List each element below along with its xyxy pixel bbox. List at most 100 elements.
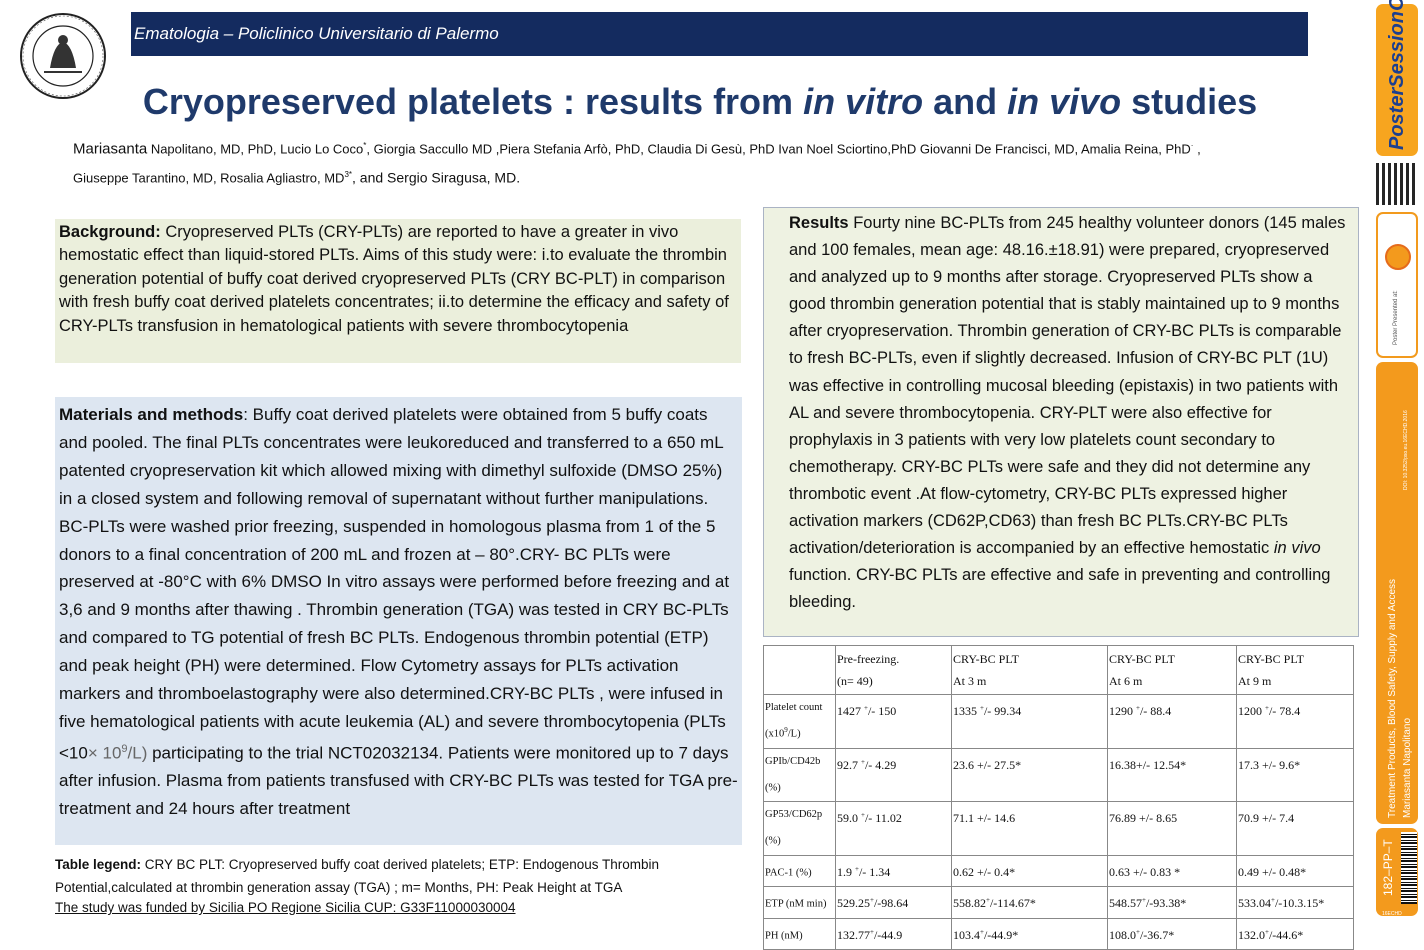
results-text: function. CRY-BC PLTs are effective and … xyxy=(789,566,1331,612)
event-code-label: 16ECHD xyxy=(1382,911,1402,917)
table-cell: 1.9 +/- 1.34 xyxy=(835,854,952,887)
cell-value: 1290 xyxy=(1109,704,1136,718)
table-legend: Table legend: CRY BC PLT: Cryopreserved … xyxy=(55,853,745,899)
header-line-1: CRY-BC PLT xyxy=(1109,652,1175,666)
cell-value: 103.4 xyxy=(953,927,980,942)
cell-value: 92.7 xyxy=(837,757,861,772)
cell-value: 71.1 +/- 14.6 xyxy=(953,811,1016,825)
cell-superscript: + xyxy=(864,704,868,712)
title-text: Cryopreserved platelets : results from xyxy=(142,81,804,122)
row-label: PAC-1 (%) xyxy=(763,854,836,887)
cell-deviation: /- 150 xyxy=(867,704,897,718)
authors-line-1: Mariasanta Napolitano, MD, PhD, Lucio Lo… xyxy=(73,137,1201,158)
cell-value: 17.3 +/- 9.6* xyxy=(1238,757,1301,772)
background-text: Cryopreserved PLTs (CRY-PLTs) are report… xyxy=(59,223,729,335)
cell-value: 23.6 +/- 27.5* xyxy=(953,757,1022,772)
cell-superscript: + xyxy=(1142,896,1146,904)
topic-label: Treatment Products, Blood Safety, Supply… xyxy=(1387,578,1398,818)
table-cell: 23.6 +/- 27.5* xyxy=(951,747,1108,802)
row-label-part: 9 xyxy=(784,726,788,734)
table-cell: 108.0+/-36.7* xyxy=(1107,917,1237,950)
title-text-studies: studies xyxy=(1121,81,1258,122)
cell-value: 1335 xyxy=(953,704,980,718)
cell-deviation: /- 78.4 xyxy=(1268,704,1301,718)
cell-value: 0.63 +/- 0.83 * xyxy=(1109,864,1181,879)
table-header-cell: Pre-freezing. (n= 49) xyxy=(835,645,952,695)
methods-text-unit: /L) xyxy=(127,743,148,763)
qr-code[interactable] xyxy=(1376,163,1418,205)
header-line-2: At 3 m xyxy=(953,674,987,688)
presenter-name-label: Mariasanta Napolitano xyxy=(1402,717,1413,818)
row-label: Platelet count (x109/L) xyxy=(763,694,836,749)
cell-value: 16.38+/- 12.54* xyxy=(1109,757,1187,772)
cell-superscript: + xyxy=(861,757,865,766)
authors-text: , Giorgia Saccullo MD ,Piera Stefania Ar… xyxy=(366,141,1191,157)
title-italic-in-vivo: in vivo xyxy=(1007,81,1122,122)
cell-superscript: + xyxy=(1271,896,1275,904)
author-affiliation-mark: · xyxy=(1190,141,1194,150)
methods-text-unit: × 10 xyxy=(87,743,122,763)
cell-superscript: + xyxy=(870,896,874,904)
header-line-2: (n= 49) xyxy=(837,674,873,688)
first-author-given-name: Mariasanta xyxy=(73,140,148,158)
cell-deviation: /- 88.4 xyxy=(1139,704,1172,718)
row-label-part: /L) xyxy=(787,728,801,740)
cell-value: 59.0 xyxy=(837,811,861,825)
congress-logo-icon xyxy=(1385,244,1411,270)
table-cell: 0.49 +/- 0.48* xyxy=(1236,854,1354,887)
cell-deviation: /-93.38* xyxy=(1145,896,1187,910)
legend-heading: Table legend: xyxy=(55,857,142,872)
results-heading: Results xyxy=(789,214,849,232)
table-cell: 17.3 +/- 9.6* xyxy=(1236,747,1354,802)
cell-value: 558.82 xyxy=(953,896,986,910)
row-label-part: ETP (nM min) xyxy=(765,898,827,910)
methods-text-exponent: 9 xyxy=(121,742,128,755)
barcode-icon xyxy=(1401,832,1417,904)
row-label: ETP (nM min) xyxy=(763,886,836,919)
cell-deviation: /-10.3.15* xyxy=(1274,896,1325,910)
cell-superscript: + xyxy=(1265,704,1269,712)
table-cell: 132.77+/-44.9 xyxy=(835,917,952,950)
cell-deviation: /- 4.29 xyxy=(864,757,897,772)
table-cell: 59.0 +/- 11.02 xyxy=(835,801,952,856)
row-label: GP53/CD62p (%) xyxy=(763,801,836,856)
cell-superscript: + xyxy=(1136,704,1140,712)
header-line-2: At 6 m xyxy=(1109,674,1143,688)
table-cell: 16.38+/- 12.54* xyxy=(1107,747,1237,802)
table-row: PH (nM) 132.77+/-44.9 103.4+/-44.9* 108.0+/… xyxy=(763,917,1354,950)
authors-text: , and Sergio Siragusa, MD. xyxy=(352,169,521,186)
poster-title: Cryopreserved platelets : results from i… xyxy=(0,78,1400,126)
table-cell: 76.89 +/- 8.65 xyxy=(1107,801,1237,856)
presented-at-label: Poster Presented at: xyxy=(1393,290,1399,345)
header-line-2: At 9 m xyxy=(1238,674,1272,688)
results-section: Results Fourty nine BC-PLTs from 245 hea… xyxy=(763,207,1359,637)
table-cell: 71.1 +/- 14.6 xyxy=(951,801,1108,856)
cell-value: 529.25 xyxy=(837,896,870,910)
cell-value: 1.9 xyxy=(837,864,855,879)
row-label-part: GPIb/CD42b (%) xyxy=(765,755,821,794)
cell-deviation: /-114.67* xyxy=(989,896,1036,910)
cell-superscript: + xyxy=(986,896,990,904)
table-row: GPIb/CD42b (%) 92.7 +/- 4.29 23.6 +/- 27.5… xyxy=(763,747,1354,802)
sidebar-info-panel xyxy=(1376,362,1418,824)
row-label-part: GP53/CD62p (%) xyxy=(765,809,823,847)
cell-value: 132.0 xyxy=(1238,927,1265,942)
results-table: Pre-freezing. (n= 49) CRY-BC PLT At 3 m CRY-… xyxy=(763,645,1354,950)
sidebar-brand-panel[interactable] xyxy=(1376,4,1418,156)
legend-text: CRY BC PLT: Cryopreserved buffy coat der… xyxy=(55,857,660,895)
table-cell: 132.0+/-44.6* xyxy=(1236,917,1354,950)
authors-text: Napolitano, MD, PhD, Lucio Lo Coco xyxy=(147,141,364,157)
authors-text: , xyxy=(1193,141,1201,157)
methods-text: participating to the trial NCT02032134. … xyxy=(59,743,738,819)
table-header-cell: CRY-BC PLT At 3 m xyxy=(951,645,1108,695)
poster-id-label: 182–PP–T xyxy=(1381,839,1395,896)
table-cell: 558.82+/-114.67* xyxy=(951,886,1108,919)
cell-superscript: + xyxy=(861,811,865,819)
header-line-1: CRY-BC PLT xyxy=(1238,652,1304,666)
cell-deviation: /- 1.34 xyxy=(858,864,891,879)
cell-superscript: + xyxy=(855,864,859,873)
table-cell: 0.62 +/- 0.4* xyxy=(951,854,1108,887)
cell-value: 548.57 xyxy=(1109,896,1142,910)
author-affiliation-mark: 3* xyxy=(344,170,353,179)
table-cell: 1427 +/- 150 xyxy=(835,694,952,749)
